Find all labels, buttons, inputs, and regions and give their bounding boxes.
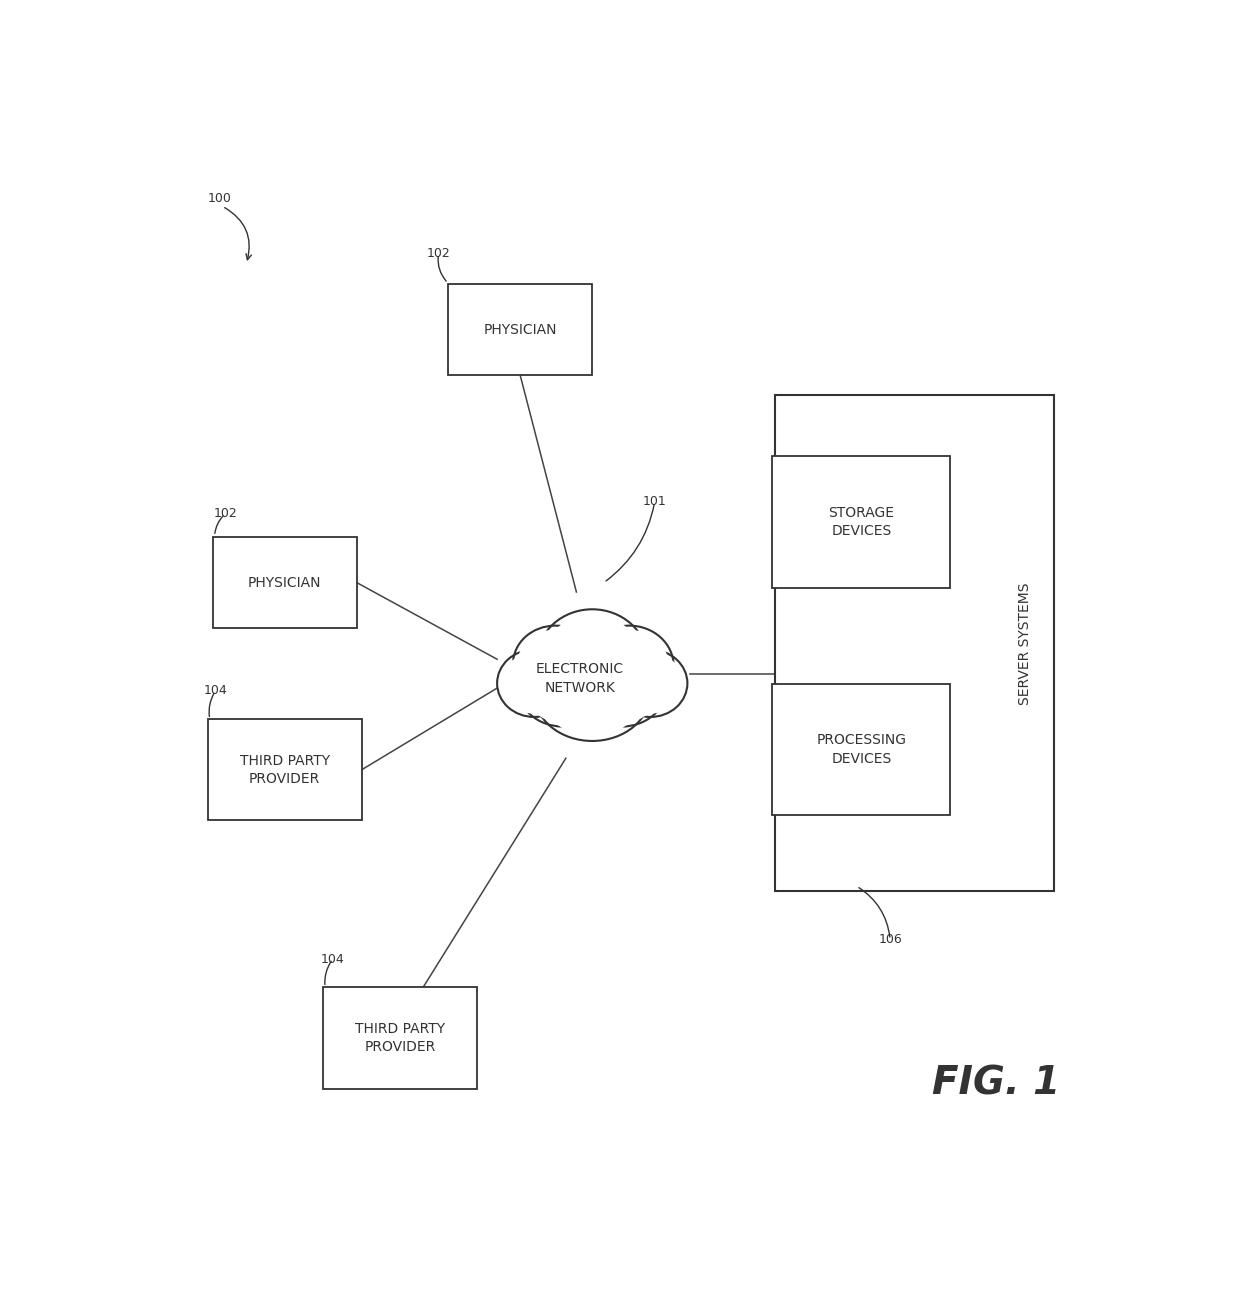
Text: 101: 101 bbox=[642, 495, 667, 509]
Ellipse shape bbox=[523, 654, 601, 721]
Text: FIG. 1: FIG. 1 bbox=[931, 1064, 1060, 1102]
Text: PROCESSING
DEVICES: PROCESSING DEVICES bbox=[816, 733, 906, 766]
Text: THIRD PARTY
PROVIDER: THIRD PARTY PROVIDER bbox=[355, 1022, 445, 1054]
Ellipse shape bbox=[513, 625, 598, 703]
Text: 102: 102 bbox=[213, 507, 237, 520]
Ellipse shape bbox=[585, 625, 673, 707]
Ellipse shape bbox=[534, 645, 651, 741]
Text: PHYSICIAN: PHYSICIAN bbox=[484, 323, 557, 336]
FancyBboxPatch shape bbox=[448, 284, 593, 376]
Ellipse shape bbox=[583, 654, 661, 721]
FancyBboxPatch shape bbox=[213, 537, 357, 628]
FancyBboxPatch shape bbox=[324, 987, 477, 1088]
Text: 104: 104 bbox=[321, 953, 345, 966]
Ellipse shape bbox=[578, 649, 666, 727]
Text: SERVER SYSTEMS: SERVER SYSTEMS bbox=[1018, 582, 1032, 704]
FancyBboxPatch shape bbox=[208, 719, 362, 820]
FancyBboxPatch shape bbox=[775, 396, 1054, 891]
Ellipse shape bbox=[518, 649, 608, 727]
Ellipse shape bbox=[590, 631, 668, 702]
Text: PHYSICIAN: PHYSICIAN bbox=[248, 576, 321, 590]
Text: ELECTRONIC
NETWORK: ELECTRONIC NETWORK bbox=[536, 662, 624, 695]
Text: 104: 104 bbox=[203, 685, 227, 698]
FancyBboxPatch shape bbox=[773, 456, 950, 587]
Text: 100: 100 bbox=[208, 192, 232, 205]
Ellipse shape bbox=[544, 615, 641, 703]
Text: STORAGE
DEVICES: STORAGE DEVICES bbox=[828, 506, 894, 539]
Ellipse shape bbox=[541, 650, 644, 736]
Text: 106: 106 bbox=[878, 933, 901, 946]
Text: 102: 102 bbox=[427, 247, 450, 260]
Ellipse shape bbox=[518, 631, 593, 698]
Ellipse shape bbox=[537, 610, 647, 710]
Ellipse shape bbox=[497, 649, 572, 717]
Ellipse shape bbox=[614, 649, 687, 717]
Ellipse shape bbox=[618, 653, 683, 714]
FancyBboxPatch shape bbox=[773, 683, 950, 815]
Text: THIRD PARTY
PROVIDER: THIRD PARTY PROVIDER bbox=[239, 754, 330, 786]
Ellipse shape bbox=[501, 653, 567, 714]
